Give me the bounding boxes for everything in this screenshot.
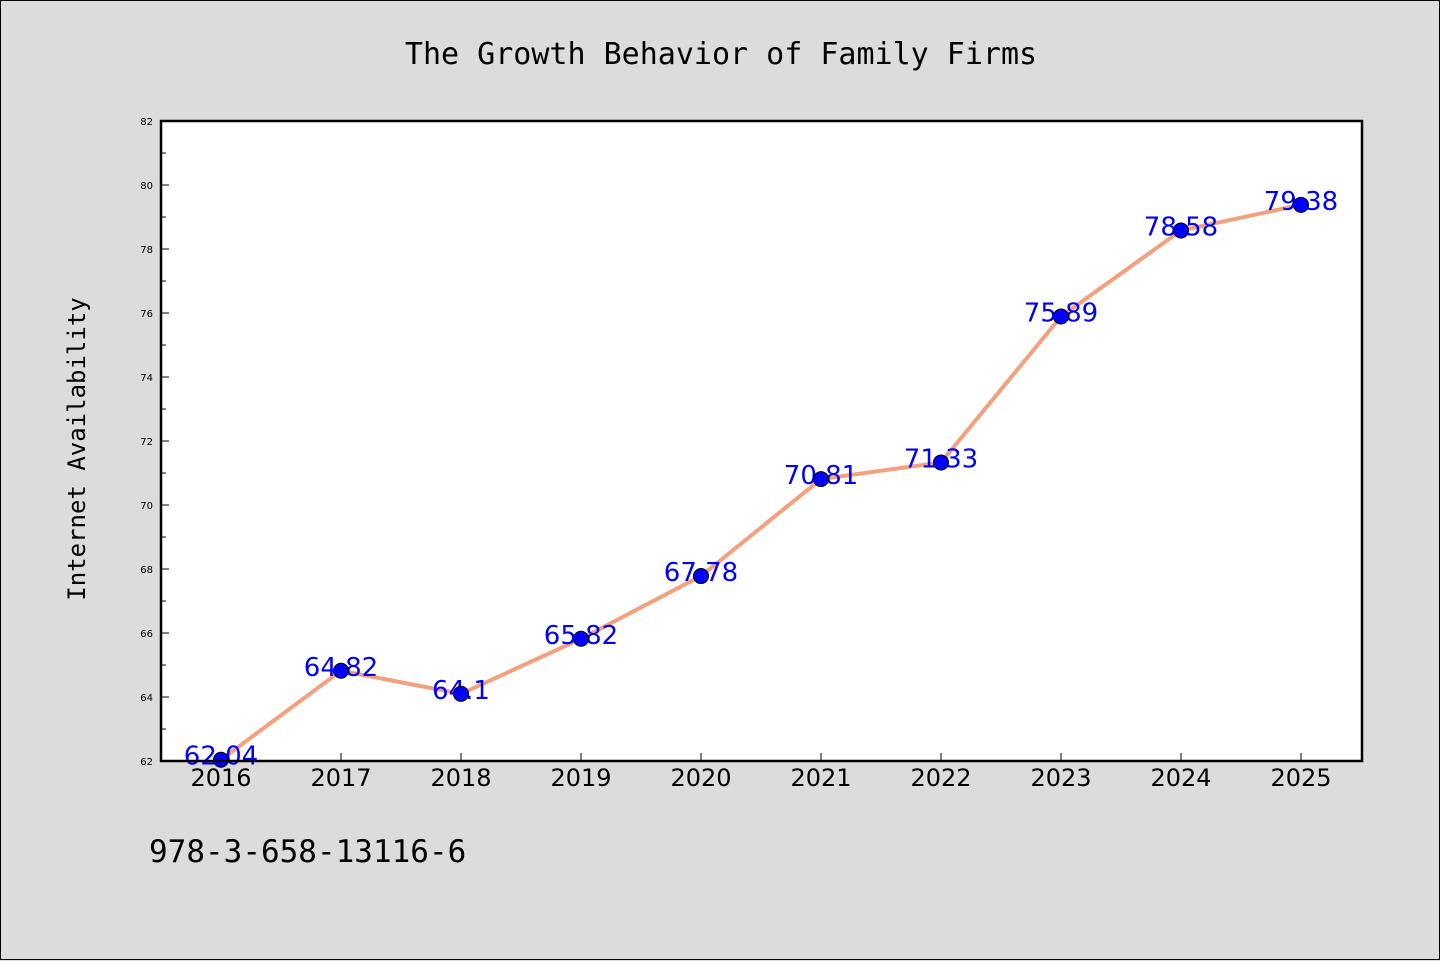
y-axis-ticks: 62 64 66 68 70 72 74 76 78 80 82 <box>140 117 169 768</box>
y-axis-label: Internet Availability <box>63 297 91 600</box>
x-tick-label: 2022 <box>910 764 971 792</box>
x-tick-label: 2023 <box>1030 764 1091 792</box>
x-tick-label: 2025 <box>1270 764 1331 792</box>
y-tick-label: 64 <box>140 693 153 704</box>
x-tick-label: 2021 <box>790 764 851 792</box>
data-point <box>333 662 349 679</box>
x-tick-label: 2017 <box>310 764 371 792</box>
y-tick-label: 80 <box>140 181 153 192</box>
data-point <box>933 454 949 471</box>
x-tick-label: 2024 <box>1150 764 1211 792</box>
series-layer: 62.0464.8264.165.8267.7870.8171.3375.897… <box>184 187 1338 772</box>
y-tick-label: 76 <box>140 309 153 320</box>
y-tick-label: 62 <box>140 757 153 768</box>
x-tick-label: 2016 <box>190 764 251 792</box>
x-tick-label: 2019 <box>550 764 611 792</box>
y-tick-label: 68 <box>140 565 153 576</box>
y-tick-label: 78 <box>140 245 153 256</box>
data-point <box>1173 222 1189 239</box>
x-axis-ticks: 2016 2017 2018 2019 2020 2021 2022 2023 2024 2025 <box>190 753 1332 792</box>
plot-area <box>161 121 1362 761</box>
y-tick-label: 72 <box>140 437 153 448</box>
plot-frame <box>159 119 1364 763</box>
y-tick-label: 74 <box>140 373 153 384</box>
x-tick-label: 2018 <box>430 764 491 792</box>
chart-title: The Growth Behavior of Family Firms <box>405 37 1037 72</box>
data-point <box>573 630 589 647</box>
y-tick-label: 70 <box>140 501 153 512</box>
data-point <box>1293 196 1309 213</box>
isbn-footnote: 978-3-658-13116-6 <box>149 834 467 870</box>
y-tick-label: 66 <box>140 629 153 640</box>
x-tick-label: 2020 <box>670 764 731 792</box>
data-point <box>213 751 229 768</box>
data-point <box>453 685 469 702</box>
data-point <box>693 568 709 585</box>
data-point <box>813 471 829 488</box>
data-point <box>1053 308 1069 325</box>
y-tick-label: 82 <box>140 117 153 128</box>
series-line <box>219 202 1302 762</box>
